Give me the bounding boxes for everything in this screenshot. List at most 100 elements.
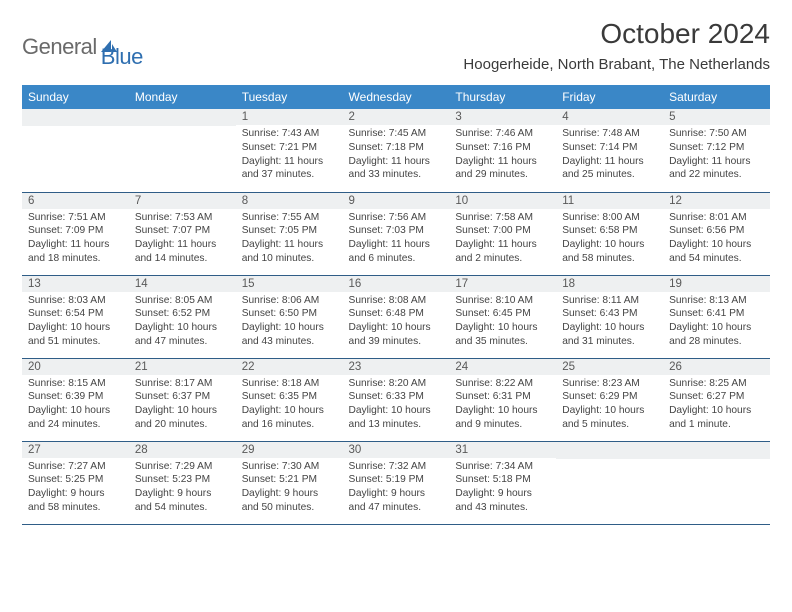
day-number — [129, 109, 236, 126]
day-line: Sunrise: 8:11 AM — [562, 294, 657, 308]
calendar-day-cell: 26Sunrise: 8:25 AMSunset: 6:27 PMDayligh… — [663, 358, 770, 441]
day-line: Sunset: 6:50 PM — [242, 307, 337, 321]
day-line: Sunset: 7:21 PM — [242, 141, 337, 155]
day-number — [22, 109, 129, 126]
calendar-day-cell: 2Sunrise: 7:45 AMSunset: 7:18 PMDaylight… — [343, 109, 450, 192]
day-line: Sunset: 7:03 PM — [349, 224, 444, 238]
calendar-day-cell: 5Sunrise: 7:50 AMSunset: 7:12 PMDaylight… — [663, 109, 770, 192]
day-number: 6 — [22, 193, 129, 209]
calendar-day-cell: 30Sunrise: 7:32 AMSunset: 5:19 PMDayligh… — [343, 441, 450, 524]
day-body: Sunrise: 7:56 AMSunset: 7:03 PMDaylight:… — [343, 209, 450, 270]
day-body: Sunrise: 7:55 AMSunset: 7:05 PMDaylight:… — [236, 209, 343, 270]
day-line: Sunrise: 8:01 AM — [669, 211, 764, 225]
calendar-day-cell — [663, 441, 770, 524]
day-body — [22, 126, 129, 132]
day-line: Sunrise: 7:48 AM — [562, 127, 657, 141]
day-number: 22 — [236, 359, 343, 375]
day-line: Sunset: 5:21 PM — [242, 473, 337, 487]
calendar-day-cell: 29Sunrise: 7:30 AMSunset: 5:21 PMDayligh… — [236, 441, 343, 524]
day-line: Sunrise: 7:34 AM — [455, 460, 550, 474]
calendar-day-cell: 22Sunrise: 8:18 AMSunset: 6:35 PMDayligh… — [236, 358, 343, 441]
day-line: Sunrise: 8:00 AM — [562, 211, 657, 225]
day-line: Sunrise: 8:05 AM — [135, 294, 230, 308]
day-line: Daylight: 10 hours and 13 minutes. — [349, 404, 444, 432]
day-line: Daylight: 10 hours and 28 minutes. — [669, 321, 764, 349]
day-line: Sunset: 6:27 PM — [669, 390, 764, 404]
day-line: Sunrise: 7:53 AM — [135, 211, 230, 225]
day-number: 17 — [449, 276, 556, 292]
logo-word-general: General — [22, 34, 97, 60]
day-line: Sunset: 6:48 PM — [349, 307, 444, 321]
day-number — [556, 442, 663, 459]
calendar-table: Sunday Monday Tuesday Wednesday Thursday… — [22, 85, 770, 525]
calendar-day-cell: 24Sunrise: 8:22 AMSunset: 6:31 PMDayligh… — [449, 358, 556, 441]
calendar-day-cell: 25Sunrise: 8:23 AMSunset: 6:29 PMDayligh… — [556, 358, 663, 441]
day-number: 5 — [663, 109, 770, 125]
calendar-body: 1Sunrise: 7:43 AMSunset: 7:21 PMDaylight… — [22, 109, 770, 524]
day-line: Sunrise: 7:46 AM — [455, 127, 550, 141]
day-line: Daylight: 10 hours and 54 minutes. — [669, 238, 764, 266]
day-body: Sunrise: 7:50 AMSunset: 7:12 PMDaylight:… — [663, 125, 770, 186]
day-body: Sunrise: 7:53 AMSunset: 7:07 PMDaylight:… — [129, 209, 236, 270]
day-number: 12 — [663, 193, 770, 209]
day-number: 7 — [129, 193, 236, 209]
day-line: Daylight: 11 hours and 29 minutes. — [455, 155, 550, 183]
day-body: Sunrise: 7:51 AMSunset: 7:09 PMDaylight:… — [22, 209, 129, 270]
day-body: Sunrise: 8:18 AMSunset: 6:35 PMDaylight:… — [236, 375, 343, 436]
day-line: Sunrise: 8:22 AM — [455, 377, 550, 391]
day-body: Sunrise: 8:15 AMSunset: 6:39 PMDaylight:… — [22, 375, 129, 436]
day-line: Daylight: 11 hours and 10 minutes. — [242, 238, 337, 266]
day-line: Sunrise: 8:10 AM — [455, 294, 550, 308]
day-body: Sunrise: 7:48 AMSunset: 7:14 PMDaylight:… — [556, 125, 663, 186]
calendar-week-row: 20Sunrise: 8:15 AMSunset: 6:39 PMDayligh… — [22, 358, 770, 441]
day-line: Sunset: 6:31 PM — [455, 390, 550, 404]
col-header: Tuesday — [236, 85, 343, 109]
day-line: Sunrise: 7:30 AM — [242, 460, 337, 474]
day-number: 27 — [22, 442, 129, 458]
day-line: Sunset: 7:09 PM — [28, 224, 123, 238]
calendar-day-cell: 28Sunrise: 7:29 AMSunset: 5:23 PMDayligh… — [129, 441, 236, 524]
day-line: Daylight: 9 hours and 47 minutes. — [349, 487, 444, 515]
day-number: 31 — [449, 442, 556, 458]
day-line: Daylight: 11 hours and 33 minutes. — [349, 155, 444, 183]
day-body: Sunrise: 8:05 AMSunset: 6:52 PMDaylight:… — [129, 292, 236, 353]
day-line: Daylight: 10 hours and 43 minutes. — [242, 321, 337, 349]
day-line: Daylight: 9 hours and 50 minutes. — [242, 487, 337, 515]
day-line: Sunset: 6:29 PM — [562, 390, 657, 404]
day-number: 20 — [22, 359, 129, 375]
day-line: Sunset: 7:07 PM — [135, 224, 230, 238]
day-number: 26 — [663, 359, 770, 375]
day-line: Sunrise: 8:08 AM — [349, 294, 444, 308]
day-line: Sunrise: 8:13 AM — [669, 294, 764, 308]
day-line: Sunset: 6:43 PM — [562, 307, 657, 321]
day-line: Daylight: 10 hours and 16 minutes. — [242, 404, 337, 432]
day-line: Sunset: 6:56 PM — [669, 224, 764, 238]
day-line: Sunrise: 7:50 AM — [669, 127, 764, 141]
day-body: Sunrise: 8:00 AMSunset: 6:58 PMDaylight:… — [556, 209, 663, 270]
calendar-day-cell: 6Sunrise: 7:51 AMSunset: 7:09 PMDaylight… — [22, 192, 129, 275]
day-number: 24 — [449, 359, 556, 375]
day-line: Sunset: 7:12 PM — [669, 141, 764, 155]
day-line: Daylight: 10 hours and 24 minutes. — [28, 404, 123, 432]
day-line: Daylight: 11 hours and 25 minutes. — [562, 155, 657, 183]
day-line: Sunrise: 8:18 AM — [242, 377, 337, 391]
calendar-day-cell: 9Sunrise: 7:56 AMSunset: 7:03 PMDaylight… — [343, 192, 450, 275]
day-line: Sunset: 6:58 PM — [562, 224, 657, 238]
day-line: Sunrise: 7:58 AM — [455, 211, 550, 225]
day-number: 10 — [449, 193, 556, 209]
day-line: Sunset: 7:14 PM — [562, 141, 657, 155]
day-line: Sunrise: 7:43 AM — [242, 127, 337, 141]
day-line: Sunrise: 7:27 AM — [28, 460, 123, 474]
col-header: Saturday — [663, 85, 770, 109]
day-line: Daylight: 10 hours and 47 minutes. — [135, 321, 230, 349]
calendar-day-cell: 17Sunrise: 8:10 AMSunset: 6:45 PMDayligh… — [449, 275, 556, 358]
page-header: General Blue October 2024 Hoogerheide, N… — [22, 18, 770, 81]
day-line: Sunset: 5:23 PM — [135, 473, 230, 487]
day-line: Sunset: 5:18 PM — [455, 473, 550, 487]
day-line: Sunset: 6:41 PM — [669, 307, 764, 321]
day-line: Sunrise: 8:20 AM — [349, 377, 444, 391]
calendar-day-cell: 3Sunrise: 7:46 AMSunset: 7:16 PMDaylight… — [449, 109, 556, 192]
day-body — [556, 459, 663, 465]
day-line: Sunrise: 8:15 AM — [28, 377, 123, 391]
day-body: Sunrise: 8:22 AMSunset: 6:31 PMDaylight:… — [449, 375, 556, 436]
